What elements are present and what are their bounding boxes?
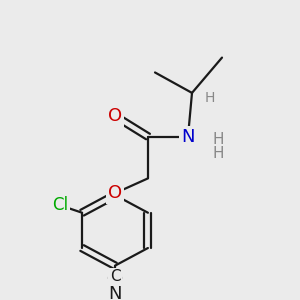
Text: H: H [212,132,224,147]
Text: Cl: Cl [52,196,68,214]
Text: H: H [205,91,215,104]
Text: O: O [108,184,122,202]
Text: O: O [108,107,122,125]
Text: N: N [108,284,122,300]
Text: H: H [212,146,224,161]
Text: N: N [181,128,195,146]
Text: C: C [110,269,120,284]
